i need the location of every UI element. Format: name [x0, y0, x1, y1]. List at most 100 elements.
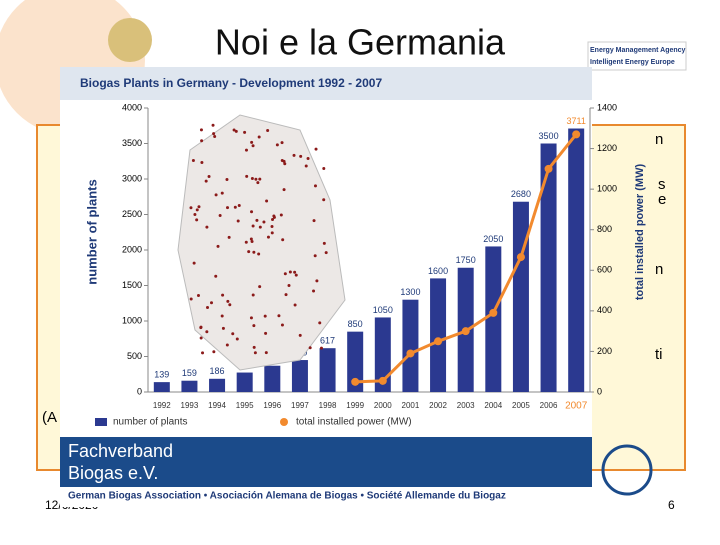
- map-dot: [220, 314, 224, 318]
- bar: [430, 278, 447, 392]
- map-dot: [214, 193, 218, 197]
- map-dot: [221, 326, 225, 330]
- banner: [60, 437, 592, 487]
- map-dot: [319, 346, 323, 350]
- map-dot: [210, 301, 214, 305]
- map-dot: [293, 270, 297, 274]
- map-dot: [226, 206, 230, 210]
- logo-sun: [108, 18, 152, 62]
- bar: [319, 348, 336, 392]
- y2-tick-label: 1400: [597, 102, 617, 112]
- map-dot: [225, 177, 229, 181]
- hidden-text: (A: [42, 409, 57, 426]
- x-tick-label: 2001: [402, 401, 420, 410]
- x-tick-label: 2000: [374, 401, 392, 410]
- agency-logo: [587, 41, 687, 71]
- map-dot: [280, 141, 284, 145]
- map-dot: [226, 299, 230, 303]
- banner-logo: [601, 444, 653, 496]
- map-dot: [294, 273, 298, 277]
- map-dot: [324, 251, 328, 255]
- map-dot: [216, 244, 220, 248]
- banner-text: Biogas e.V.: [68, 463, 158, 483]
- map-dot: [266, 129, 270, 133]
- x-tick-label: 1992: [153, 401, 171, 410]
- map-dot: [283, 162, 287, 166]
- map-dot: [313, 184, 317, 188]
- agency-line: Intelligent Energy Europe: [590, 59, 675, 66]
- map-dot: [196, 294, 200, 298]
- map-dot: [205, 330, 209, 334]
- bar-value-label: 1300: [400, 287, 420, 297]
- bar: [236, 372, 253, 392]
- map-dot: [318, 321, 322, 325]
- map-dot: [236, 219, 240, 223]
- map-dot: [264, 331, 268, 335]
- map-dot: [264, 351, 268, 355]
- line-point: [461, 327, 470, 336]
- map-dot: [193, 212, 197, 216]
- y-tick-label: 3000: [122, 173, 142, 183]
- map-dot: [205, 225, 209, 229]
- x-tick-label: 2002: [429, 401, 447, 410]
- map-dot: [306, 156, 310, 160]
- y-tick-label: 2000: [122, 244, 142, 254]
- bar: [540, 143, 557, 392]
- map-dot: [312, 219, 316, 223]
- map-dot: [254, 177, 258, 181]
- x-tick-label: 1993: [181, 401, 199, 410]
- map-dot: [270, 231, 274, 235]
- map-dot: [199, 128, 203, 132]
- map-dot: [189, 297, 193, 301]
- map-dot: [272, 214, 276, 218]
- map-dot: [221, 293, 225, 297]
- y-tick-label: 3500: [122, 138, 142, 148]
- line-point: [544, 164, 553, 173]
- bar-value-label: 2680: [511, 189, 531, 199]
- map-dot: [299, 154, 303, 158]
- y-tick-label: 1500: [122, 280, 142, 290]
- bar-value-label: 617: [320, 336, 335, 346]
- y2-tick-label: 800: [597, 224, 612, 234]
- x-tick-label: 1994: [208, 401, 226, 410]
- slide-title: Noi e la Germania: [215, 22, 506, 63]
- map-dot: [200, 161, 204, 165]
- map-dot: [227, 235, 231, 239]
- bar: [485, 246, 502, 392]
- map-dot: [280, 323, 284, 327]
- map-dot: [266, 235, 270, 239]
- map-dot: [199, 336, 203, 340]
- map-dot: [313, 254, 317, 258]
- map-dot: [200, 139, 204, 143]
- map-dot: [284, 293, 288, 297]
- map-dot: [281, 238, 285, 242]
- y2-tick-label: 0: [597, 386, 602, 396]
- bar: [181, 380, 198, 392]
- legend-label: total installed power (MW): [296, 417, 412, 428]
- map-dot: [288, 270, 292, 274]
- bar-value-label: 1050: [373, 305, 393, 315]
- bar: [291, 360, 308, 392]
- map-dot: [252, 324, 256, 328]
- y-axis-label: number of plants: [84, 179, 99, 284]
- x-tick-label: 2007: [565, 401, 588, 412]
- line-point: [434, 337, 443, 346]
- y-tick-label: 2500: [122, 209, 142, 219]
- banner-text: Fachverband: [68, 441, 173, 461]
- chart-title: Biogas Plants in Germany - Development 1…: [80, 76, 382, 90]
- map-dot: [257, 252, 261, 256]
- map-dot: [244, 240, 248, 244]
- map-dot: [250, 239, 254, 243]
- y2-tick-label: 200: [597, 346, 612, 356]
- line-point: [572, 130, 581, 139]
- y-tick-label: 4000: [122, 102, 142, 112]
- legend-label: number of plants: [113, 417, 188, 428]
- map-dot: [262, 220, 266, 224]
- map-dot: [322, 241, 326, 245]
- map-dot: [252, 345, 256, 349]
- x-tick-label: 1995: [236, 401, 254, 410]
- germany-map: [177, 114, 346, 371]
- map-dots: [189, 123, 328, 355]
- map-dot: [304, 164, 308, 168]
